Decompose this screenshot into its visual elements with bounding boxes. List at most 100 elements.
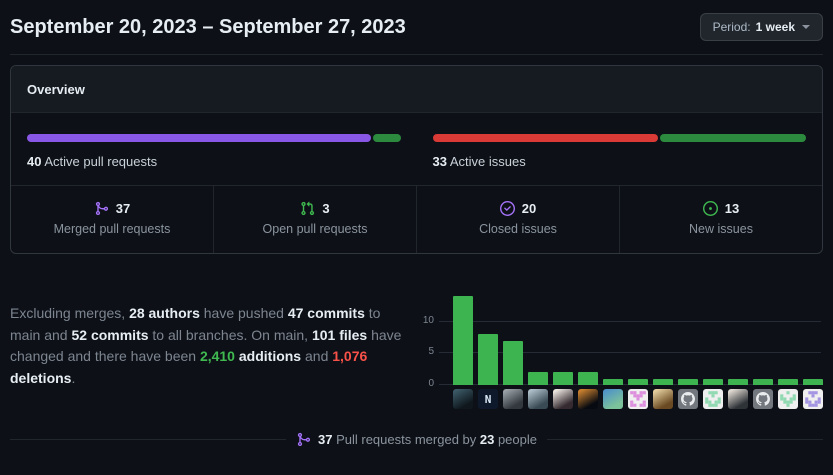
author-avatar[interactable]: [628, 389, 648, 409]
deletions-label: deletions: [10, 369, 72, 386]
active-issues-cell: 33 Active issues: [417, 113, 823, 185]
author-avatar[interactable]: [578, 389, 598, 409]
gridline-y10: 10: [423, 315, 821, 325]
divider-line: [10, 439, 286, 440]
author-avatar[interactable]: [778, 389, 798, 409]
avatar-logo-letter: N: [484, 392, 492, 406]
closed-issues-label: Closed issues: [479, 222, 557, 236]
active-issues-text: Active issues: [449, 154, 526, 169]
commit-bar: [553, 372, 573, 385]
commit-bar: [728, 378, 748, 385]
commits-to-main-count: 47 commits: [287, 305, 365, 321]
new-issues-label: New issues: [689, 222, 753, 236]
commit-bar: [703, 378, 723, 385]
commit-bar: [578, 372, 598, 385]
author-avatar[interactable]: [553, 389, 573, 409]
author-avatar[interactable]: [678, 389, 698, 409]
page-header: September 20, 2023 – September 27, 2023 …: [10, 0, 823, 55]
merged-by-text: 37 Pull requests merged by 23 people: [318, 432, 537, 447]
date-range-title: September 20, 2023 – September 27, 2023: [10, 15, 406, 38]
open-pull-requests-count: 3: [322, 201, 330, 216]
summary-text: to all branches. On main,: [148, 326, 312, 343]
additions-label: additions: [234, 348, 302, 364]
progress-segment-closed-issues: [432, 134, 658, 142]
summary-text: and: [301, 348, 333, 364]
author-avatar[interactable]: [653, 389, 673, 409]
commit-summary-text: Excluding merges, 28 authors have pushed…: [10, 303, 411, 409]
files-changed-count: 101 files: [311, 326, 368, 343]
commit-bar: [803, 378, 823, 385]
authors-count: 28 authors: [129, 305, 200, 321]
author-avatar[interactable]: [753, 389, 773, 409]
stat-open-pull-requests[interactable]: 3 Open pull requests: [213, 186, 416, 253]
commit-bar: [628, 378, 648, 385]
issue-opened-icon: [702, 201, 718, 216]
gridline-y5: 5: [428, 347, 821, 357]
stat-closed-issues[interactable]: 20 Closed issues: [416, 186, 619, 253]
author-avatar[interactable]: N: [478, 389, 498, 409]
commit-bar: [653, 378, 673, 385]
commits-all-branches-count: 52 commits: [71, 326, 149, 343]
commit-bar: [778, 378, 798, 385]
commit-bar: [453, 296, 473, 385]
period-value: 1 week: [755, 20, 795, 34]
merged-count: 37: [318, 432, 333, 447]
active-pull-requests-label: 40 Active pull requests: [27, 154, 401, 169]
activity-bars-row: 40 Active pull requests 33 Active issues: [11, 113, 822, 185]
overview-title: Overview: [27, 81, 85, 97]
period-prefix-label: Period:: [712, 20, 751, 34]
summary-text: have changed and there have been: [10, 326, 402, 365]
overview-panel: Overview 40 Active pull requests 33 Acti…: [10, 65, 823, 254]
summary-text: have pushed: [199, 305, 288, 321]
git-merge-icon: [297, 432, 311, 447]
summary-text: to main and: [10, 305, 381, 343]
closed-issues-count: 20: [521, 201, 537, 216]
y-axis-tick-label: 10: [422, 314, 434, 326]
author-avatar[interactable]: [803, 389, 823, 409]
overview-stats-row: 37 Merged pull requests 3 Open pull requ…: [11, 185, 822, 253]
commit-chart-plot: 0 5 10: [423, 290, 823, 389]
issues-progress-bar: [432, 134, 806, 142]
additions-count: 2,410: [199, 348, 235, 364]
commit-bar: [603, 378, 623, 385]
git-merge-icon: [95, 201, 108, 216]
open-pull-requests-label: Open pull requests: [262, 222, 368, 236]
issue-closed-icon: [499, 201, 515, 216]
author-avatar[interactable]: [703, 389, 723, 409]
y-axis-tick-label: 0: [428, 378, 434, 389]
active-pull-requests-count: 40: [27, 154, 42, 169]
people-count: 23: [479, 432, 495, 447]
author-avatar[interactable]: [728, 389, 748, 409]
git-pull-request-icon: [301, 201, 315, 216]
author-avatar[interactable]: [453, 389, 473, 409]
new-issues-count: 13: [724, 201, 740, 216]
commit-bar: [503, 340, 523, 385]
commit-bar: [753, 378, 773, 385]
commit-bars: [441, 290, 823, 385]
commit-bar: [678, 378, 698, 385]
chevron-down-icon: [802, 25, 810, 29]
stat-new-issues[interactable]: 13 New issues: [619, 186, 822, 253]
commit-bar: [478, 334, 498, 385]
summary-text: .: [71, 369, 76, 386]
author-avatar[interactable]: [503, 389, 523, 409]
stat-merged-pull-requests[interactable]: 37 Merged pull requests: [11, 186, 213, 253]
divider-line: [547, 439, 823, 440]
merged-pull-requests-label: Merged pull requests: [53, 222, 171, 236]
deletions-count: 1,076: [332, 348, 368, 364]
author-avatar[interactable]: [603, 389, 623, 409]
pull-requests-progress-bar: [27, 134, 401, 142]
commit-avatars: N: [441, 389, 823, 409]
active-issues-count: 33: [432, 154, 447, 169]
commit-bar: [528, 372, 548, 385]
author-avatar[interactable]: [528, 389, 548, 409]
period-dropdown-button[interactable]: Period: 1 week: [699, 13, 823, 41]
active-pull-requests-text: Active pull requests: [44, 154, 158, 169]
y-axis-tick-label: 5: [428, 346, 434, 358]
pulse-body: Excluding merges, 28 authors have pushed…: [10, 296, 823, 409]
progress-segment-merged-pull-requests: [27, 134, 371, 142]
merged-by-summary: 37 Pull requests merged by 23 people: [10, 432, 823, 447]
merged-pull-requests-count: 37: [115, 201, 131, 216]
progress-segment-open-pull-requests: [372, 134, 401, 142]
